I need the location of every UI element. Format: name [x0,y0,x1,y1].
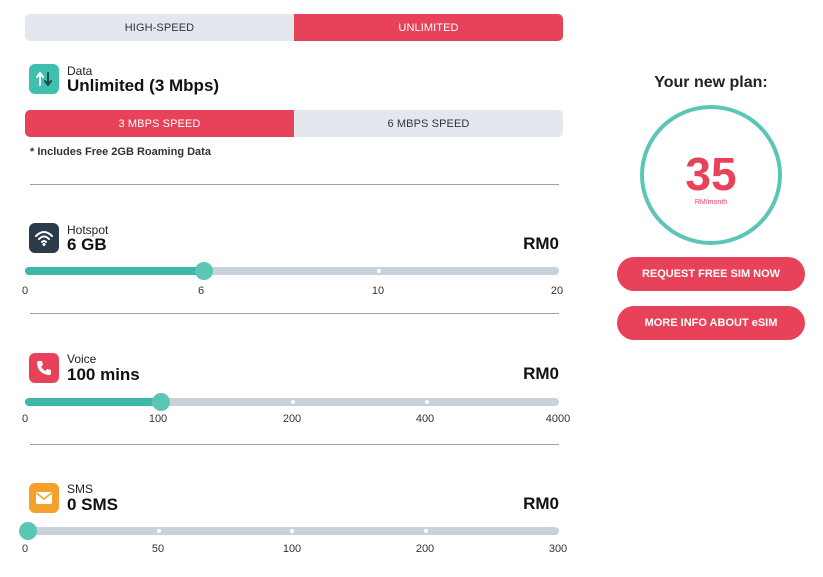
tab-6mbps[interactable]: 6 MBPS SPEED [294,110,563,137]
voice-slider-fill [25,398,162,406]
sms-tick: 200 [415,543,435,555]
hotspot-slider-thumb[interactable] [195,262,214,280]
tab-high-speed[interactable]: HIGH-SPEED [25,14,294,41]
sms-tick: 50 [151,543,165,555]
plan-price: 35 [685,148,737,200]
tab-3mbps[interactable]: 3 MBPS SPEED [25,110,294,137]
slider-step-dot [156,529,161,533]
sms-tick: 300 [548,543,568,555]
voice-tick: 0 [21,413,29,425]
speed-toggle: 3 MBPS SPEED 6 MBPS SPEED [25,110,563,137]
esim-info-button[interactable]: MORE INFO ABOUT eSIM [617,306,805,340]
plan-type-toggle: HIGH-SPEED UNLIMITED [25,14,563,41]
hotspot-label: Hotspot [67,223,109,237]
plan-price-unit: RM/month [694,199,728,206]
slider-step-dot [425,400,430,404]
hotspot-tick: 6 [197,285,205,297]
sms-slider-thumb[interactable] [18,522,37,540]
plan-title: Your new plan: [654,74,768,91]
voice-label: Voice [67,352,97,366]
voice-slider-thumb[interactable] [152,393,171,411]
phone-icon [29,353,59,383]
divider [30,184,559,185]
voice-slider[interactable] [25,393,559,411]
slider-step-dot [290,529,294,533]
hotspot-tick: 20 [550,285,564,297]
data-label: Data [67,64,93,78]
hotspot-price: RM0 [523,234,559,253]
sms-slider[interactable] [18,522,559,540]
data-icon [29,64,59,94]
voice-price: RM0 [523,364,559,383]
hotspot-value: 6 GB [67,235,107,254]
sms-label: SMS [67,482,94,496]
tab-unlimited[interactable]: UNLIMITED [294,14,563,41]
voice-tick: 400 [415,413,435,425]
voice-tick: 200 [282,413,302,425]
slider-step-dot [291,400,296,404]
sms-value: 0 SMS [67,495,119,514]
sms-tick: 100 [282,543,302,555]
sms-tick: 0 [21,543,29,555]
sms-price: RM0 [523,494,559,513]
roaming-note: * Includes Free 2GB Roaming Data [30,146,211,158]
slider-step-dot [423,529,428,533]
voice-tick: 4000 [545,413,571,425]
hotspot-slider-fill [25,267,205,275]
slider-step-dot [377,269,382,273]
voice-tick: 100 [148,413,168,425]
divider [30,313,559,314]
hotspot-tick: 0 [21,285,29,297]
voice-value: 100 mins [67,365,140,384]
hotspot-tick: 10 [371,285,385,297]
request-sim-button[interactable]: REQUEST FREE SIM NOW [617,257,805,291]
divider [30,444,559,445]
wifi-icon [29,223,59,253]
price-ring [640,105,782,245]
envelope-icon [29,483,59,513]
hotspot-slider[interactable] [25,262,559,280]
data-value: Unlimited (3 Mbps) [67,76,220,95]
